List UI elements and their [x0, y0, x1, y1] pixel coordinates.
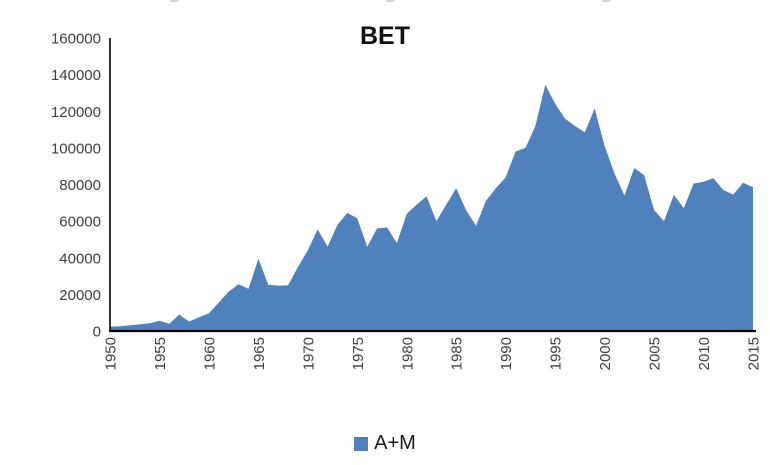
x-axis-tick-label: 1965: [251, 337, 268, 370]
x-axis-tick-label: 1990: [498, 337, 515, 370]
legend-label: A+M: [374, 432, 416, 454]
x-axis-tick-label: 2010: [696, 337, 713, 370]
legend-swatch-icon: [354, 436, 369, 451]
y-axis-tick-label: 140000: [51, 67, 101, 84]
y-axis-tick-label: 40000: [59, 250, 101, 267]
crop-artifact: [602, 0, 611, 2]
y-axis-tick-label: 20000: [59, 287, 101, 304]
x-axis-tick-label: 2015: [746, 337, 763, 370]
crop-artifact: [386, 0, 395, 2]
x-axis-tick-label: 1985: [449, 337, 466, 370]
y-axis-tick-label: 80000: [59, 177, 101, 194]
x-axis-tick-label: 1980: [399, 337, 416, 370]
y-axis-tick-label: 100000: [51, 140, 101, 157]
x-axis-tick-label: 1970: [300, 337, 317, 370]
x-axis-tick-label: 1975: [350, 337, 367, 370]
x-axis-tick-label: 1960: [201, 337, 218, 370]
x-axis-tick-label: 1950: [103, 337, 120, 370]
area-series: [110, 84, 753, 331]
chart-title: BET: [360, 22, 410, 50]
x-axis-tick-label: 1995: [548, 337, 565, 370]
x-axis-tick-label: 1955: [152, 337, 169, 370]
x-axis-tick-label: 2005: [647, 337, 664, 370]
y-axis-tick-label: 0: [93, 324, 101, 341]
y-axis-tick-label: 160000: [51, 31, 101, 48]
y-axis-tick-label: 60000: [59, 214, 101, 231]
x-axis-tick-label: 2000: [597, 337, 614, 370]
legend: A+M: [0, 432, 770, 455]
crop-artifact: [170, 0, 179, 2]
y-axis-tick-label: 120000: [51, 104, 101, 121]
